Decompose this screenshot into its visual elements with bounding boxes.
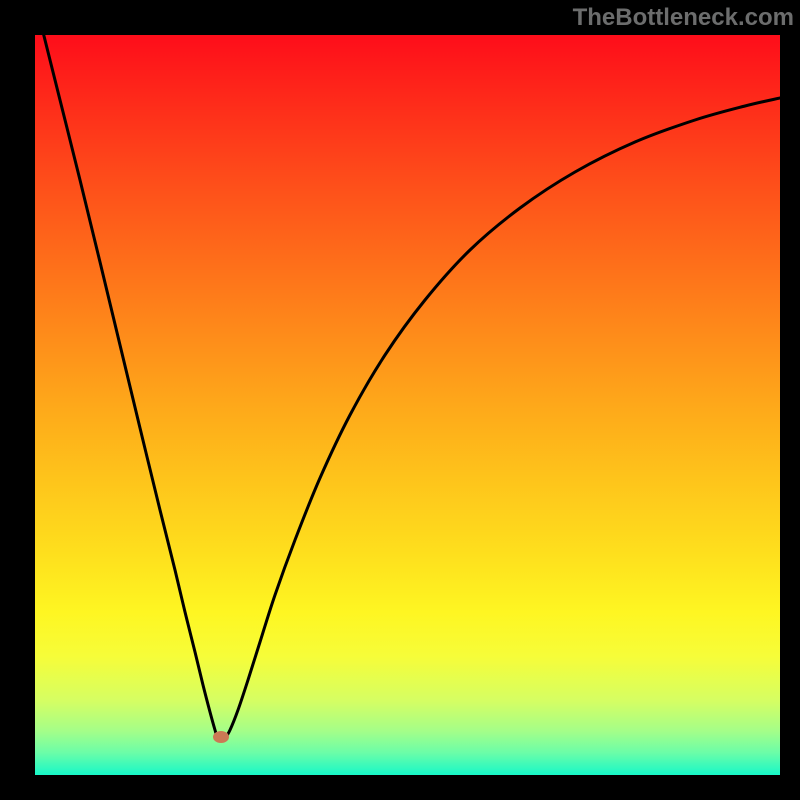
minimum-marker xyxy=(213,731,229,743)
chart-container: TheBottleneck.com xyxy=(0,0,800,800)
bottleneck-curve xyxy=(35,35,780,740)
curve-svg xyxy=(35,35,780,775)
plot-area xyxy=(35,35,780,775)
watermark-text: TheBottleneck.com xyxy=(573,4,794,32)
